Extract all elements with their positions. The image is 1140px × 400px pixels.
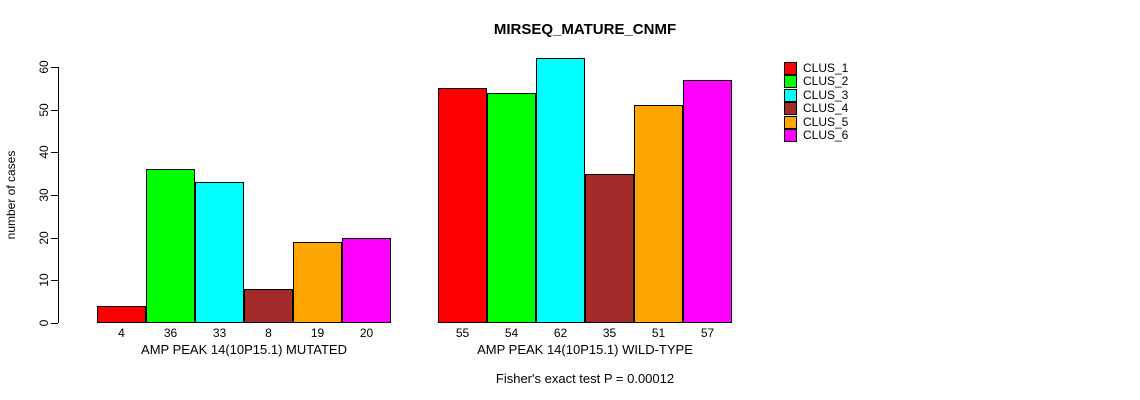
bar-clus_2-group1 bbox=[146, 169, 195, 323]
group-label-wild-type: AMP PEAK 14(10P15.1) WILD-TYPE bbox=[477, 342, 693, 357]
y-tick-mark bbox=[51, 280, 58, 281]
bar-clus_3-group2 bbox=[536, 58, 585, 323]
y-tick-label: 40 bbox=[37, 145, 51, 159]
legend-swatch-clus_1 bbox=[784, 62, 797, 75]
legend-swatch-clus_6 bbox=[784, 129, 797, 142]
bar-clus_3-group1 bbox=[195, 182, 244, 323]
group-label-mutated: AMP PEAK 14(10P15.1) MUTATED bbox=[141, 342, 347, 357]
y-tick-mark bbox=[51, 110, 58, 111]
y-tick-mark bbox=[51, 67, 58, 68]
bar-value-label: 4 bbox=[118, 326, 125, 340]
legend-label-clus_5: CLUS_5 bbox=[803, 115, 849, 129]
y-tick-label: 50 bbox=[37, 103, 51, 117]
y-tick-label: 60 bbox=[37, 60, 51, 74]
bar-value-label: 57 bbox=[700, 326, 715, 340]
bar-value-label: 36 bbox=[163, 326, 178, 340]
bar-clus_1-group1 bbox=[97, 306, 146, 323]
bar-value-label: 51 bbox=[651, 326, 666, 340]
y-tick-mark bbox=[51, 323, 58, 324]
legend-swatch-clus_3 bbox=[784, 89, 797, 102]
bar-value-label: 19 bbox=[310, 326, 325, 340]
legend-label-clus_4: CLUS_4 bbox=[803, 101, 849, 115]
chart-title: MIRSEQ_MATURE_CNMF bbox=[493, 21, 677, 38]
fisher-test-note: Fisher's exact test P = 0.00012 bbox=[495, 371, 675, 386]
bar-clus_4-group1 bbox=[244, 289, 293, 323]
y-tick-label: 20 bbox=[37, 231, 51, 245]
y-tick-mark bbox=[51, 238, 58, 239]
bar-value-label: 20 bbox=[359, 326, 374, 340]
bar-value-label: 8 bbox=[265, 326, 272, 340]
legend-label-clus_1: CLUS_1 bbox=[803, 61, 849, 75]
bar-value-label: 54 bbox=[504, 326, 519, 340]
bar-value-label: 33 bbox=[212, 326, 227, 340]
bar-clus_6-group1 bbox=[342, 238, 391, 323]
bar-clus_1-group2 bbox=[438, 88, 487, 323]
bar-clus_4-group2 bbox=[585, 174, 634, 323]
y-axis-line bbox=[58, 67, 59, 323]
y-tick-label: 10 bbox=[37, 273, 51, 287]
legend-swatch-clus_2 bbox=[784, 75, 797, 88]
bar-value-label: 62 bbox=[553, 326, 568, 340]
bar-clus_5-group2 bbox=[634, 105, 683, 323]
y-tick-label: 0 bbox=[37, 319, 51, 327]
y-axis-title: number of cases bbox=[4, 150, 18, 240]
legend-label-clus_3: CLUS_3 bbox=[803, 88, 849, 102]
legend-label-clus_6: CLUS_6 bbox=[803, 128, 849, 142]
legend-swatch-clus_4 bbox=[784, 102, 797, 115]
legend-label-clus_2: CLUS_2 bbox=[803, 74, 849, 88]
y-tick-label: 30 bbox=[37, 188, 51, 202]
y-tick-mark bbox=[51, 195, 58, 196]
bar-value-label: 55 bbox=[455, 326, 470, 340]
y-tick-mark bbox=[51, 152, 58, 153]
legend-swatch-clus_5 bbox=[784, 116, 797, 129]
bar-value-label: 35 bbox=[602, 326, 617, 340]
bar-clus_5-group1 bbox=[293, 242, 342, 323]
bar-clus_6-group2 bbox=[683, 80, 732, 323]
bar-clus_2-group2 bbox=[487, 93, 536, 323]
